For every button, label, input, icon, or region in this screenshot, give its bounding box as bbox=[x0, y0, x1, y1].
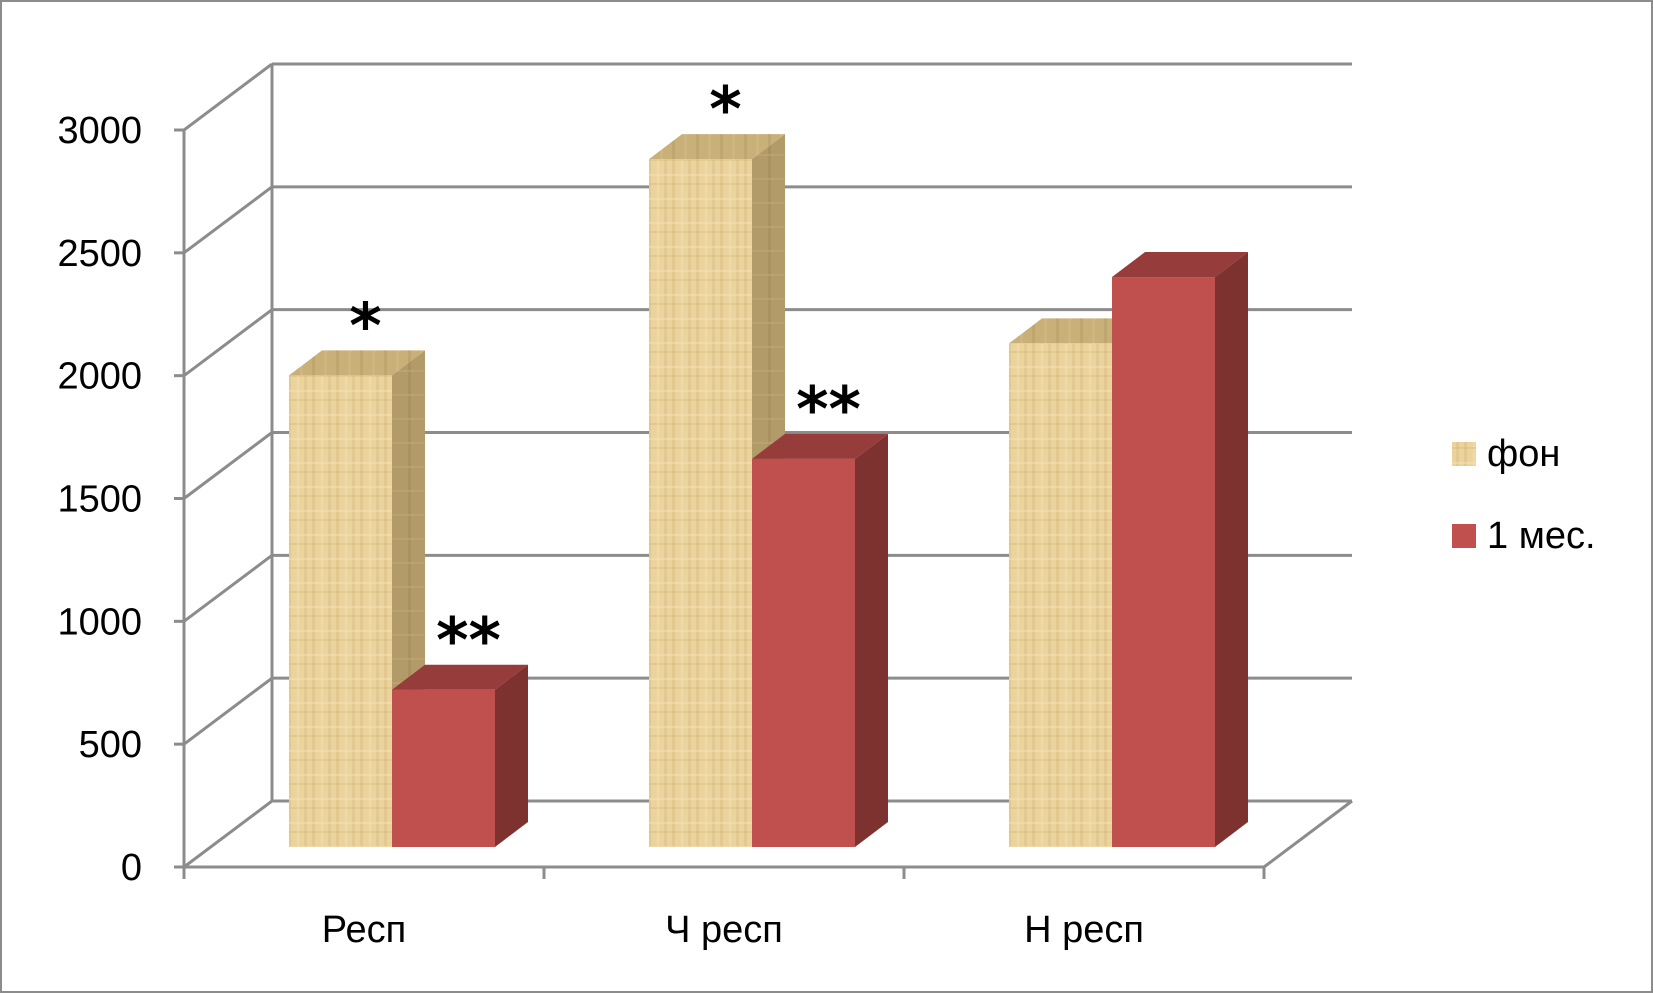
bar-face bbox=[1112, 277, 1215, 847]
y-tick-label: 2500 bbox=[57, 233, 142, 275]
bar-face bbox=[752, 458, 855, 847]
axis-layer bbox=[182, 64, 1353, 879]
bar-side bbox=[855, 433, 888, 847]
side-gridline bbox=[183, 554, 273, 623]
bar-top bbox=[289, 350, 425, 376]
side-gridline bbox=[183, 185, 273, 255]
bar-top bbox=[392, 664, 528, 690]
x-tick-label: Ч респ bbox=[665, 909, 783, 951]
bar-top bbox=[649, 134, 785, 160]
bar-layer bbox=[289, 134, 1248, 848]
bar-top bbox=[1112, 252, 1248, 278]
significance-marker: ** bbox=[796, 373, 861, 446]
y-tick-label: 500 bbox=[79, 724, 142, 766]
bar bbox=[752, 433, 888, 847]
bar-top bbox=[752, 433, 888, 459]
y-tick-label: 1500 bbox=[57, 479, 142, 521]
y-tick-label: 1000 bbox=[57, 601, 142, 643]
y-tick-label: 3000 bbox=[57, 110, 142, 152]
bar-face bbox=[392, 689, 495, 847]
bar-top bbox=[1009, 318, 1145, 344]
y-tick-label: 2000 bbox=[57, 356, 142, 398]
legend-label: 1 мес. bbox=[1487, 515, 1596, 557]
bar-side bbox=[495, 664, 528, 847]
side-gridline bbox=[183, 308, 273, 377]
bar bbox=[392, 664, 528, 847]
side-gridline bbox=[183, 676, 273, 746]
side-gridline bbox=[183, 62, 273, 132]
bar-face bbox=[289, 375, 392, 847]
bar-face bbox=[649, 159, 752, 848]
side-gridline bbox=[183, 799, 273, 869]
legend-swatch bbox=[1452, 524, 1476, 548]
x-tick-label: Респ bbox=[322, 909, 406, 951]
bar-side bbox=[1215, 252, 1248, 847]
label-layer: 0 500 1000 1500 2000 2500 3000 Респ Ч респ Н респ… bbox=[57, 73, 1143, 951]
significance-marker: * bbox=[709, 73, 741, 146]
significance-marker: ** bbox=[436, 604, 501, 677]
legend-label: фон bbox=[1487, 433, 1560, 475]
bar bbox=[1112, 252, 1248, 847]
side-gridline bbox=[183, 431, 273, 500]
significance-marker: * bbox=[349, 289, 381, 362]
x-tick-label: Н респ bbox=[1024, 909, 1144, 951]
y-tick-label: 0 bbox=[121, 847, 142, 889]
legend: фон 1 мес. bbox=[1452, 433, 1596, 557]
bar-face bbox=[1009, 343, 1112, 847]
legend-swatch bbox=[1452, 442, 1476, 466]
floor-edge bbox=[1263, 799, 1353, 869]
